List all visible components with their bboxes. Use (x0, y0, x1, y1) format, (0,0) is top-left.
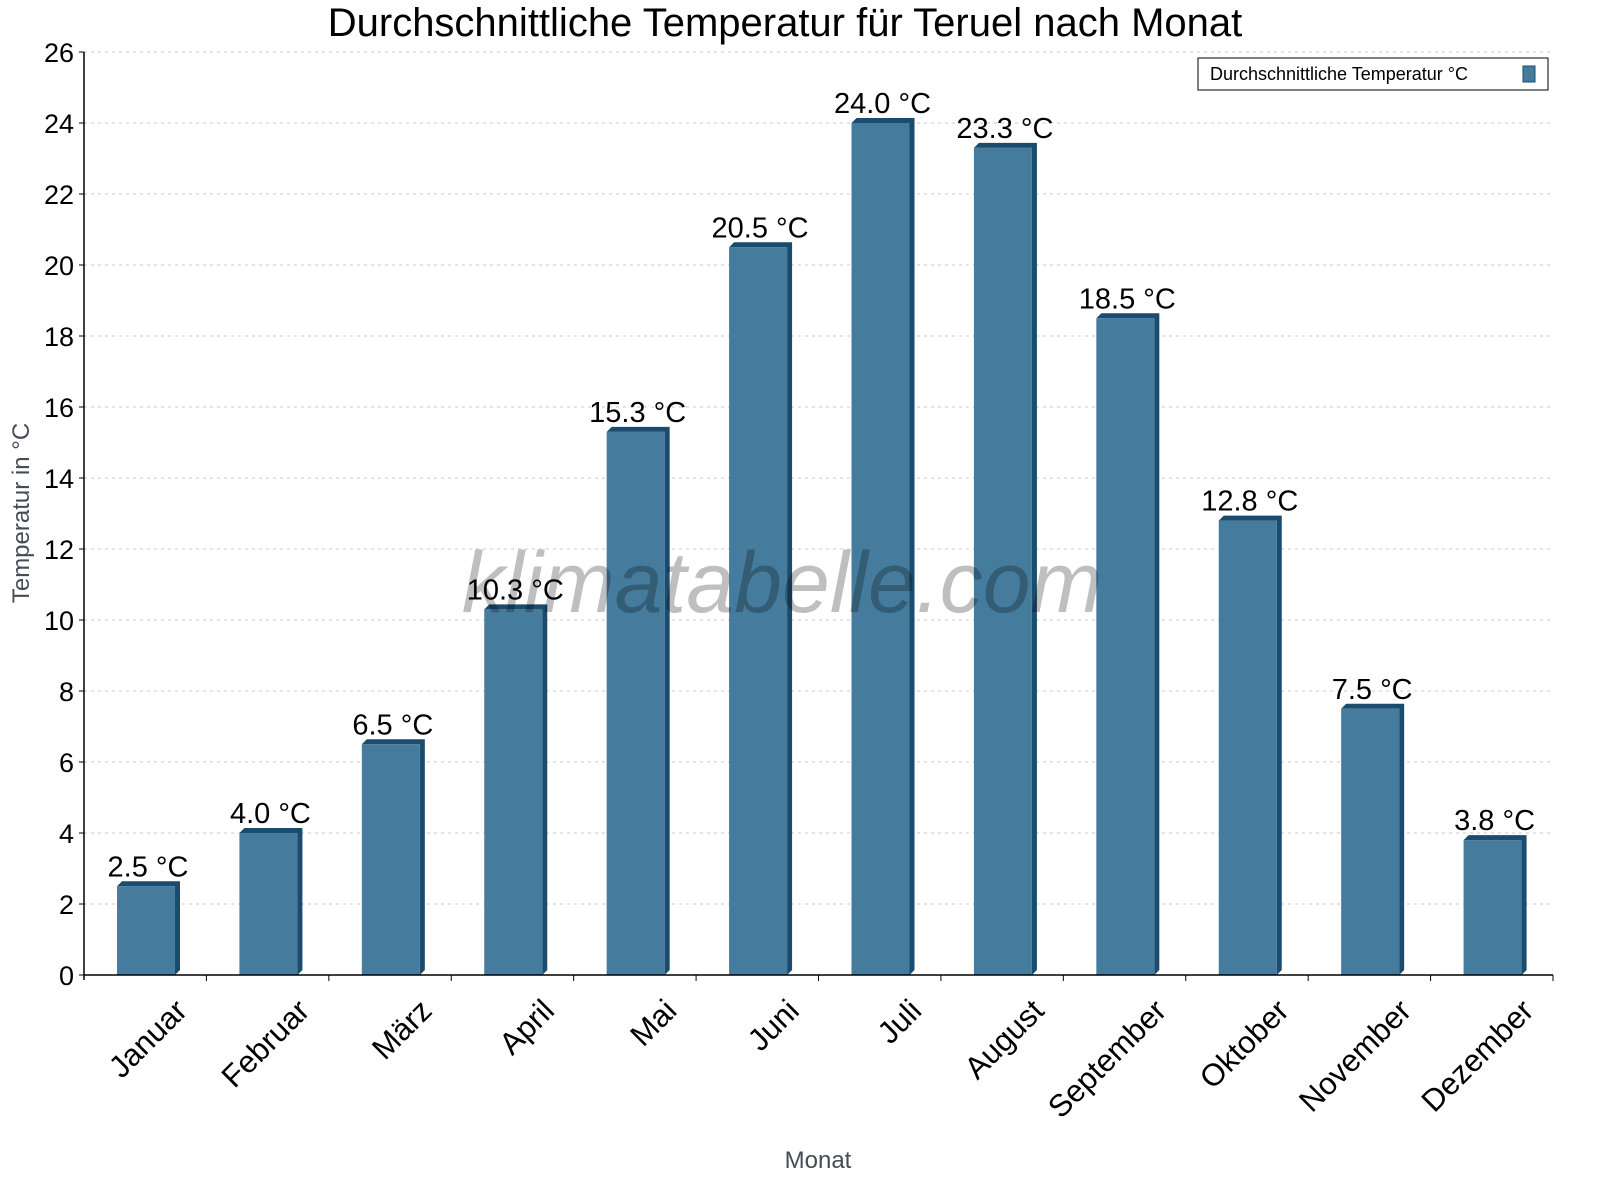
legend-label: Durchschnittliche Temperatur °C (1210, 64, 1468, 84)
chart-title: Durchschnittliche Temperatur für Teruel … (328, 1, 1243, 45)
x-tick-label: Dezember (1414, 993, 1540, 1119)
axes (79, 51, 1554, 981)
x-tick-label: Mai (623, 993, 683, 1053)
data-label: 6.5 °C (352, 709, 433, 741)
y-tick-label: 26 (44, 38, 74, 68)
data-labels: 2.5 °C 4.0 °C 6.5 °C 10.3 °C 15.3 °C 20.5 °C 2… (108, 88, 1536, 883)
x-tick-label: Juli (871, 993, 929, 1051)
x-tick-label: Januar (102, 993, 194, 1085)
x-tick-label: November (1292, 993, 1418, 1119)
bar (973, 147, 1032, 976)
y-tick-label: 18 (44, 322, 74, 352)
y-tick-label: 20 (44, 251, 74, 281)
bars (117, 118, 1527, 976)
x-tick-label: September (1041, 993, 1173, 1125)
data-label: 23.3 °C (956, 113, 1053, 145)
bar-november (1341, 703, 1405, 975)
bar-märz (361, 739, 425, 975)
bar (1096, 318, 1155, 975)
data-label: 10.3 °C (467, 574, 564, 606)
gridlines (84, 51, 1553, 905)
data-label: 4.0 °C (230, 798, 311, 830)
y-tick-label: 0 (59, 961, 74, 991)
bar (606, 431, 665, 976)
y-tick-label: 16 (44, 393, 74, 423)
data-label: 7.5 °C (1332, 674, 1413, 706)
watermark: klimatabelle.com (462, 535, 1102, 631)
bar-dezember (1463, 835, 1527, 975)
bar-august (973, 142, 1037, 976)
data-label: 24.0 °C (834, 88, 931, 120)
bar (117, 886, 175, 975)
y-tick-label: 14 (44, 464, 74, 494)
y-tick-label: 4 (59, 819, 74, 849)
bar-juni (729, 242, 793, 975)
x-tick-labels: Januar Februar März April Mai Juni Juli AugustS… (102, 992, 1540, 1124)
bar (361, 744, 420, 975)
x-axis-label: Monat (785, 1147, 852, 1174)
y-tick-label: 8 (59, 677, 74, 707)
x-tick-label: Februar (215, 993, 317, 1095)
y-tick-label: 10 (44, 606, 74, 636)
bar-oktober (1218, 515, 1282, 975)
data-label: 12.8 °C (1201, 486, 1298, 518)
data-label: 18.5 °C (1079, 283, 1176, 315)
bar (1341, 708, 1400, 975)
x-tick-label: Juni (741, 993, 806, 1058)
bar (729, 247, 788, 975)
bar (851, 123, 910, 975)
bar-september (1096, 313, 1160, 975)
x-tick-label: April (492, 993, 561, 1062)
bar (1218, 520, 1277, 975)
data-label: 15.3 °C (589, 397, 686, 429)
bar-april (484, 604, 548, 975)
y-tick-label: 24 (44, 109, 74, 139)
y-tick-label: 2 (59, 890, 74, 920)
bar-januar (117, 881, 180, 975)
bar (1463, 840, 1522, 975)
y-tick-label: 12 (44, 535, 74, 565)
legend-box (1197, 57, 1549, 91)
y-tick-label: 22 (44, 180, 74, 210)
data-label: 2.5 °C (108, 851, 189, 883)
data-label: 20.5 °C (712, 212, 809, 244)
bar-mai (606, 426, 670, 976)
legend: Durchschnittliche Temperatur °C (1197, 57, 1549, 91)
bar-februar (239, 828, 303, 975)
y-tick-label: 6 (59, 748, 74, 778)
y-axis-label: Temperatur in °C (8, 423, 35, 603)
x-tick-label: Oktober (1193, 993, 1296, 1096)
bar (484, 609, 543, 975)
bar (239, 833, 298, 975)
x-tick-label: März (365, 993, 438, 1066)
data-label: 3.8 °C (1454, 805, 1535, 837)
legend-swatch (1522, 65, 1536, 83)
x-tick-label: August (958, 992, 1051, 1085)
bar-juli (851, 118, 915, 975)
